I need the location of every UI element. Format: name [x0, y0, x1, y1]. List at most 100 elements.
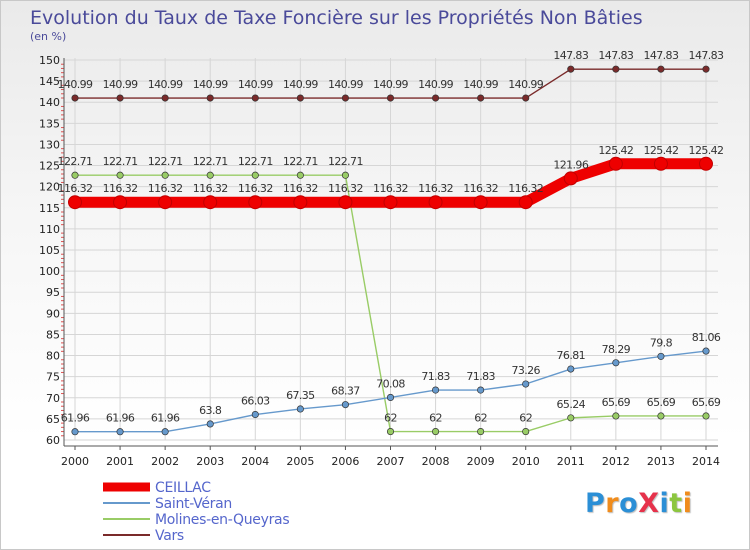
data-point [296, 94, 304, 102]
y-tick-label: 105 [39, 244, 60, 257]
data-point [657, 412, 665, 420]
data-label: 71.83 [466, 370, 495, 383]
data-point [477, 386, 485, 394]
data-label: 62 [429, 412, 442, 425]
data-point [477, 94, 485, 102]
data-label: 61.96 [61, 412, 90, 425]
data-label: 140.99 [58, 78, 93, 91]
data-point [71, 171, 79, 179]
data-point [702, 65, 710, 73]
y-tick-label: 95 [46, 286, 60, 299]
data-label: 121.96 [553, 158, 588, 171]
data-point [206, 94, 214, 102]
data-point [203, 195, 218, 210]
data-label: 116.32 [328, 182, 363, 195]
logo-letter: r [605, 488, 620, 519]
data-point [608, 156, 623, 171]
x-tick-label: 2009 [467, 455, 495, 468]
data-label: 140.99 [463, 78, 498, 91]
data-label: 116.32 [418, 182, 453, 195]
data-point [251, 410, 259, 419]
x-tick-label: 2003 [196, 455, 224, 468]
data-point [432, 428, 440, 436]
data-label: 116.32 [58, 182, 93, 195]
data-point [71, 428, 79, 436]
logo-letter: X [638, 488, 660, 519]
x-tick-label: 2004 [241, 455, 269, 468]
data-label: 147.83 [643, 49, 678, 62]
data-label: 147.83 [689, 49, 724, 62]
data-label: 122.71 [328, 155, 363, 168]
data-label: 116.32 [373, 182, 408, 195]
legend-label: CEILLAC [155, 480, 211, 496]
x-tick-label: 2001 [106, 455, 134, 468]
data-point [251, 94, 259, 102]
data-label: 71.83 [421, 370, 450, 383]
y-tick-label: 120 [39, 181, 60, 194]
data-point [612, 359, 620, 367]
data-label: 66.03 [241, 395, 270, 408]
data-point [68, 195, 82, 210]
data-point [612, 65, 620, 73]
data-label: 140.99 [193, 78, 228, 91]
x-tick-label: 2007 [377, 455, 405, 468]
data-label: 65.69 [602, 396, 631, 409]
x-tick-label: 2006 [331, 455, 359, 468]
data-label: 116.32 [238, 182, 273, 195]
data-label: 63.8 [199, 404, 222, 417]
data-label: 62 [474, 412, 487, 425]
data-label: 65.24 [557, 398, 586, 411]
data-point [116, 428, 124, 436]
data-label: 61.96 [106, 412, 135, 425]
data-point [293, 195, 308, 210]
data-point [341, 401, 349, 409]
data-label: 140.99 [283, 78, 318, 91]
data-label: 70.08 [376, 377, 405, 390]
x-tick-label: 2002 [151, 455, 179, 468]
data-label: 78.29 [602, 343, 631, 356]
data-label: 116.32 [463, 182, 498, 195]
axes: 60 65 70 75 80 85 90 95 100 105 110 115 120 125 130 135… [39, 54, 720, 468]
data-point [206, 420, 214, 428]
legend-label: Vars [155, 528, 184, 544]
data-label: 65.69 [647, 396, 676, 409]
data-label: 122.71 [103, 155, 138, 168]
data-label: 122.71 [238, 155, 273, 168]
data-point [567, 365, 575, 373]
y-tick-label: 70 [46, 392, 60, 405]
data-point [432, 94, 440, 102]
data-point [432, 386, 440, 394]
x-tick-label: 2011 [557, 455, 585, 468]
x-tick-label: 2000 [61, 455, 89, 468]
data-point [116, 171, 124, 179]
data-point [657, 352, 665, 360]
y-tick-label: 145 [39, 75, 60, 88]
data-label: 122.71 [58, 155, 93, 168]
data-point [477, 428, 485, 436]
legend-label: Molines-en-Queyras [155, 512, 289, 528]
x-tick-label: 2013 [647, 455, 675, 468]
data-label: 140.99 [508, 78, 543, 91]
y-tick-label: 80 [46, 350, 60, 363]
y-tick-label: 60 [46, 434, 60, 447]
x-tick-label: 2010 [512, 455, 540, 468]
data-point [161, 171, 169, 179]
chart-title: Evolution du Taux de Taxe Foncière sur l… [30, 7, 643, 29]
proxiti-logo: ProXiti [585, 488, 692, 519]
data-point [116, 94, 124, 102]
data-label: 140.99 [328, 78, 363, 91]
data-point [657, 65, 665, 73]
data-point [206, 171, 214, 179]
data-point [113, 195, 128, 210]
data-label: 125.42 [643, 144, 678, 157]
y-tick-label: 135 [39, 117, 60, 130]
data-label: 140.99 [238, 78, 273, 91]
data-label: 79.8 [650, 336, 673, 349]
y-tick-label: 75 [46, 371, 60, 384]
x-tick-label: 2012 [602, 455, 630, 468]
data-point [341, 171, 349, 179]
legend-label: Saint-Véran [155, 496, 232, 512]
data-point [428, 195, 443, 210]
